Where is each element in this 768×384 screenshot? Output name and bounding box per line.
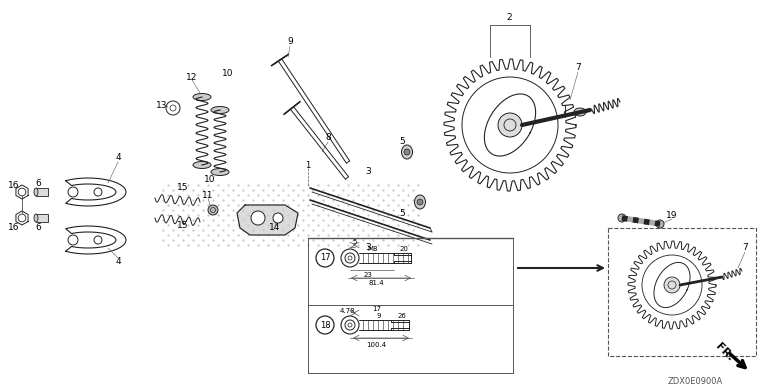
Text: 17: 17 [319, 253, 330, 263]
Text: 17: 17 [372, 306, 382, 312]
Text: 12: 12 [187, 73, 197, 81]
Text: 4: 4 [115, 258, 121, 266]
Text: 19: 19 [667, 212, 677, 220]
Ellipse shape [402, 145, 412, 159]
Text: 15: 15 [177, 220, 189, 230]
Text: 13: 13 [156, 101, 167, 111]
Ellipse shape [415, 195, 425, 209]
Circle shape [664, 277, 680, 293]
Text: 15: 15 [177, 184, 189, 192]
Text: 10: 10 [204, 175, 216, 184]
Text: 81.4: 81.4 [368, 280, 384, 286]
Text: 1: 1 [306, 161, 310, 169]
Text: 3: 3 [365, 167, 371, 177]
Text: 8: 8 [325, 134, 331, 142]
Ellipse shape [193, 93, 211, 101]
Circle shape [251, 211, 265, 225]
Circle shape [208, 205, 218, 215]
Text: 4: 4 [115, 154, 121, 162]
Text: 6: 6 [35, 179, 41, 187]
Circle shape [417, 199, 423, 205]
Polygon shape [237, 205, 298, 235]
Text: 18: 18 [319, 321, 330, 329]
Circle shape [498, 113, 522, 137]
Text: 16: 16 [8, 180, 20, 189]
Ellipse shape [193, 162, 211, 169]
Text: 2: 2 [506, 13, 511, 23]
Text: 100.4: 100.4 [366, 342, 386, 348]
Text: 3: 3 [365, 243, 371, 253]
Text: 20: 20 [399, 246, 409, 252]
Text: 9: 9 [287, 38, 293, 46]
Ellipse shape [34, 188, 38, 196]
Ellipse shape [574, 108, 586, 116]
Ellipse shape [211, 106, 229, 114]
Text: M8: M8 [368, 246, 379, 252]
Ellipse shape [618, 214, 626, 222]
Ellipse shape [211, 169, 229, 175]
Text: 23: 23 [363, 272, 372, 278]
Ellipse shape [656, 220, 664, 228]
Text: 9: 9 [377, 313, 381, 319]
Text: 5: 5 [399, 137, 405, 147]
Text: 6: 6 [35, 223, 41, 232]
Text: 10: 10 [222, 68, 233, 78]
Text: 11: 11 [202, 190, 214, 200]
Text: 16: 16 [8, 223, 20, 232]
Text: 26: 26 [398, 313, 406, 319]
Text: 7: 7 [575, 63, 581, 73]
Ellipse shape [34, 214, 38, 222]
Bar [36, 188, 48, 196]
Text: 5: 5 [353, 239, 357, 245]
Circle shape [273, 213, 283, 223]
Text: 7: 7 [742, 243, 748, 253]
Bar [608, 228, 756, 356]
Text: FR.: FR. [713, 341, 735, 363]
Text: 14: 14 [270, 223, 280, 232]
Circle shape [404, 149, 410, 155]
Text: ZDX0E0900A: ZDX0E0900A [667, 376, 723, 384]
Text: 5: 5 [399, 209, 405, 217]
Text: 4.78: 4.78 [339, 308, 355, 314]
Bar [36, 214, 48, 222]
